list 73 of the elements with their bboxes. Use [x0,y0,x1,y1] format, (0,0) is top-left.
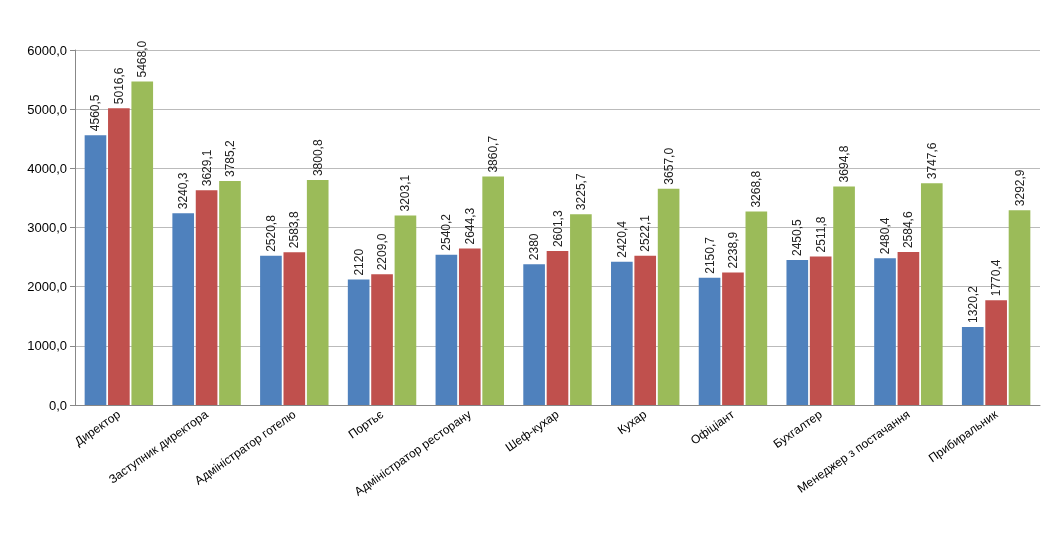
bar [897,252,920,405]
data-label: 2120 [351,248,366,276]
data-label: 3292,9 [1012,169,1027,207]
data-label: 2380 [527,233,542,261]
bar [108,108,130,405]
y-tick-label: 6000,0 [27,42,67,58]
bar [546,251,569,405]
data-label: 3785,2 [222,140,237,178]
bar [131,81,154,405]
data-label: 2522,1 [638,214,653,252]
data-label: 2540,2 [439,213,454,251]
data-label: 2601,3 [550,210,565,248]
bar [920,183,943,405]
data-label: 5468,0 [135,40,150,78]
bar [523,264,545,405]
bar [260,255,282,405]
bar [833,186,855,405]
bar [347,279,370,405]
bar [1008,210,1031,405]
data-label: 2644,3 [462,207,477,245]
bar [698,277,721,405]
data-label: 5016,6 [111,67,126,105]
data-label: 2480,4 [878,217,893,255]
data-label: 3268,8 [749,170,764,208]
data-label: 2238,9 [725,231,740,269]
data-label: 2209,0 [375,233,390,271]
data-label: 2520,8 [263,214,278,252]
bar [745,211,768,405]
bar [985,300,1007,405]
data-label: 2583,8 [287,211,302,249]
data-label: 3203,1 [398,174,413,212]
bar [195,190,218,405]
bar [219,181,241,405]
y-tick-label: 4000,0 [27,160,67,176]
bar [371,274,393,405]
data-label: 3694,8 [837,145,852,183]
data-label: 4560,5 [88,94,103,132]
data-label: 2150,7 [702,236,717,274]
data-label: 2584,6 [901,211,916,249]
bar [283,252,306,405]
data-label: 3747,6 [924,142,939,180]
bar [722,272,744,405]
bar [809,256,832,405]
data-label: 2450,5 [790,218,805,257]
bar [435,254,458,405]
bar [84,135,107,405]
data-label: 3629,1 [199,149,214,187]
data-label: 1770,4 [989,259,1004,297]
bar [482,176,504,405]
bar [458,248,481,405]
y-tick-label: 2000,0 [27,279,67,295]
data-label: 3240,3 [176,172,191,210]
data-label: 1320,2 [965,285,980,323]
data-label: 3860,7 [486,135,501,173]
bar [874,258,896,405]
bar [786,260,809,405]
bar [306,180,329,405]
data-label: 2511,8 [813,216,828,253]
data-label: 3657,0 [661,147,676,185]
bar [570,214,592,405]
y-tick-label: 3000,0 [27,220,67,235]
bar [961,326,984,405]
bar [611,261,633,405]
y-tick-label: 1000,0 [27,338,67,354]
bar [634,255,657,405]
bar [172,213,195,405]
data-label: 2420,4 [614,220,629,258]
bar [657,188,680,405]
data-label: 3800,8 [310,139,325,177]
data-label: 3225,7 [573,173,588,211]
bar [394,215,417,405]
y-tick-label: 0,0 [48,397,67,413]
y-tick-label: 5000,0 [27,101,67,117]
